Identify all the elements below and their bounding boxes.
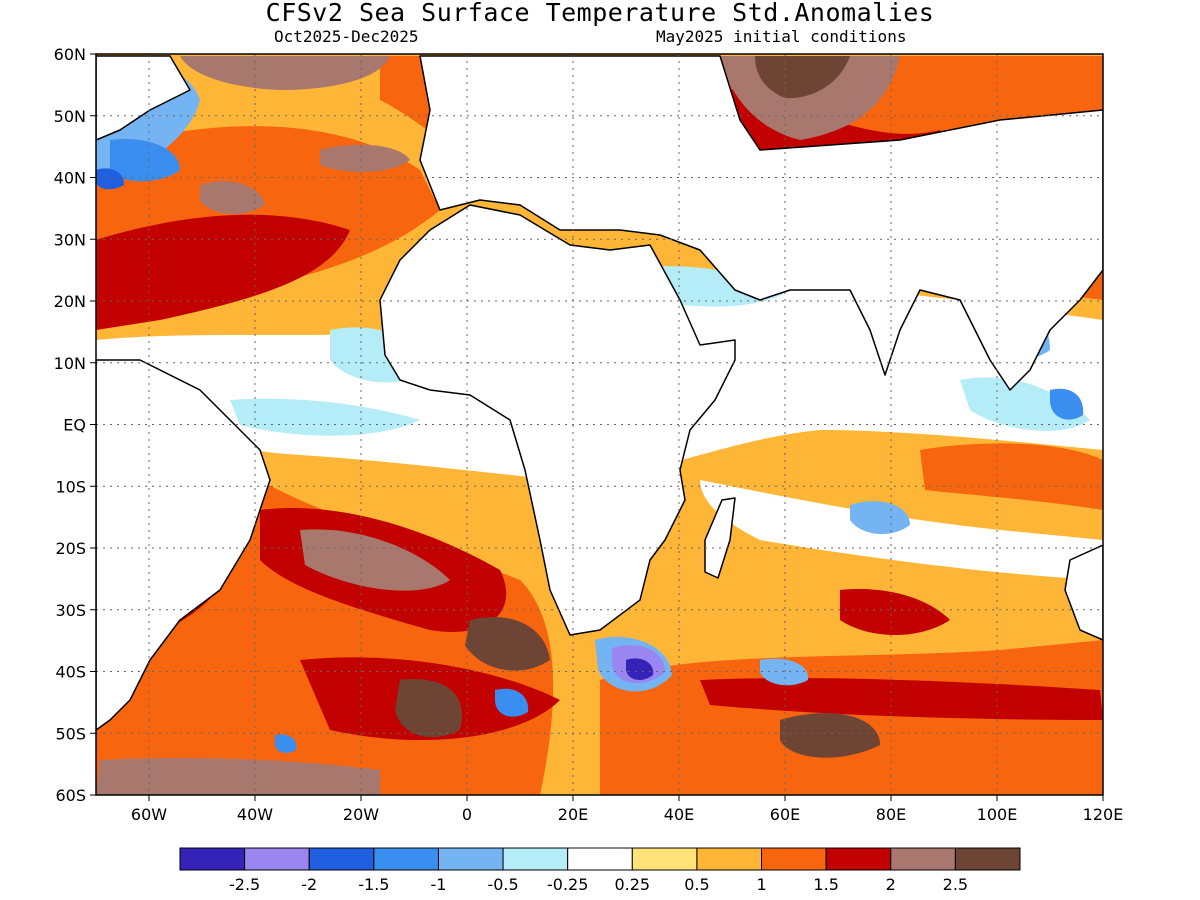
anomaly-region <box>700 678 1103 720</box>
color-scale-swatch <box>890 847 956 871</box>
lat-tick-label: 30N <box>54 230 86 249</box>
land-masses <box>96 55 1103 731</box>
lon-tick-label: 80E <box>876 805 906 824</box>
coastline-africa <box>379 204 736 636</box>
anomaly-region <box>780 713 880 758</box>
anomaly-region <box>200 181 265 215</box>
latitude-axis: 60N 50N 40N 30N 20N 10N EQ 10S 20S 30S 40S 50S 60S <box>54 45 96 805</box>
anomaly-region <box>760 658 809 686</box>
color-scale-swatch <box>761 847 827 871</box>
coastline-south-america <box>96 359 271 731</box>
lon-tick-label: 0 <box>462 805 472 824</box>
lat-tick-label: EQ <box>63 416 86 435</box>
color-scale-swatch <box>502 847 569 871</box>
anomaly-region <box>110 139 180 182</box>
color-scale-swatch <box>825 847 892 871</box>
color-scale-label: 0.5 <box>684 875 709 894</box>
anomaly-region <box>96 758 380 795</box>
lat-tick-label: 40S <box>55 663 86 682</box>
color-scale-swatch <box>567 847 633 871</box>
anomaly-region <box>465 616 550 671</box>
initial-conditions: May2025 initial conditions <box>656 27 907 46</box>
color-scale-labels: -2.5 -2 -1.5 -1 -0.5 -0.25 0.25 0.5 1 1.5 2 2.5 <box>229 875 968 894</box>
lon-tick-label: 60E <box>770 805 800 824</box>
lat-tick-label: 60N <box>54 45 86 64</box>
anomaly-region <box>230 398 420 436</box>
color-scale-label: 0.25 <box>614 875 650 894</box>
color-scale-label: -0.25 <box>547 875 588 894</box>
color-scale-label: 2 <box>886 875 896 894</box>
anomaly-region <box>180 56 390 90</box>
lat-tick-label: 10N <box>54 354 86 373</box>
coastline-madagascar <box>704 497 736 579</box>
lat-tick-label: 40N <box>54 169 86 188</box>
color-scale-label: -1.5 <box>358 875 389 894</box>
anomaly-region <box>275 734 297 753</box>
lat-tick-label: 10S <box>55 477 86 496</box>
anomaly-region <box>920 443 1103 510</box>
color-scale-label: 2.5 <box>943 875 968 894</box>
color-scale-swatch <box>373 847 439 871</box>
coastline-europe-asia <box>419 55 1103 391</box>
color-scale-swatch <box>179 847 246 871</box>
lon-tick-label: 100E <box>977 805 1018 824</box>
color-scale-swatch <box>631 847 698 871</box>
color-scale-label: -2 <box>301 875 317 894</box>
color-scale-label: -0.5 <box>487 875 518 894</box>
anomaly-region <box>320 144 410 172</box>
graticule <box>96 54 1103 795</box>
anomaly-region <box>395 679 462 738</box>
color-scale-label: -2.5 <box>229 875 260 894</box>
anomaly-region <box>850 501 910 535</box>
color-scale-swatch <box>244 847 310 871</box>
anomaly-region <box>300 529 450 591</box>
color-scale-swatch <box>696 847 763 871</box>
lon-tick-label: 120E <box>1083 805 1124 824</box>
anomaly-region <box>626 658 654 681</box>
lat-tick-label: 20N <box>54 292 86 311</box>
color-scale-bar <box>179 847 1021 871</box>
lat-tick-label: 20S <box>55 539 86 558</box>
color-scale-swatch <box>954 847 1021 871</box>
anomaly-region <box>1050 388 1084 420</box>
anomaly-region <box>495 688 529 717</box>
forecast-period: Oct2025-Dec2025 <box>274 27 419 46</box>
lon-tick-label: 40E <box>664 805 694 824</box>
lat-tick-label: 30S <box>55 601 86 620</box>
anomaly-region <box>700 480 1103 580</box>
color-scale-label: -1 <box>430 875 446 894</box>
anomaly-region <box>960 377 1090 431</box>
lat-tick-label: 50S <box>55 724 86 743</box>
lon-tick-label: 20E <box>558 805 588 824</box>
lon-tick-label: 40W <box>237 805 273 824</box>
anomaly-region <box>755 56 850 99</box>
lat-tick-label: 50N <box>54 107 86 126</box>
lon-tick-label: 20W <box>343 805 379 824</box>
anomaly-region <box>96 168 125 190</box>
color-scale-label: 1.5 <box>813 875 838 894</box>
lat-tick-label: 60S <box>55 786 86 805</box>
coastline-north-america <box>96 55 191 141</box>
lon-tick-label: 60W <box>131 805 167 824</box>
anomaly-region <box>840 589 950 635</box>
color-scale-swatch <box>308 847 375 871</box>
color-scale-label: 1 <box>756 875 766 894</box>
map-title: CFSv2 Sea Surface Temperature Std.Anomal… <box>265 0 935 27</box>
color-scale-swatch <box>437 847 504 871</box>
longitude-axis: 60W 40W 20W 0 20E 40E 60E 80E 100E 120E <box>131 795 1123 824</box>
